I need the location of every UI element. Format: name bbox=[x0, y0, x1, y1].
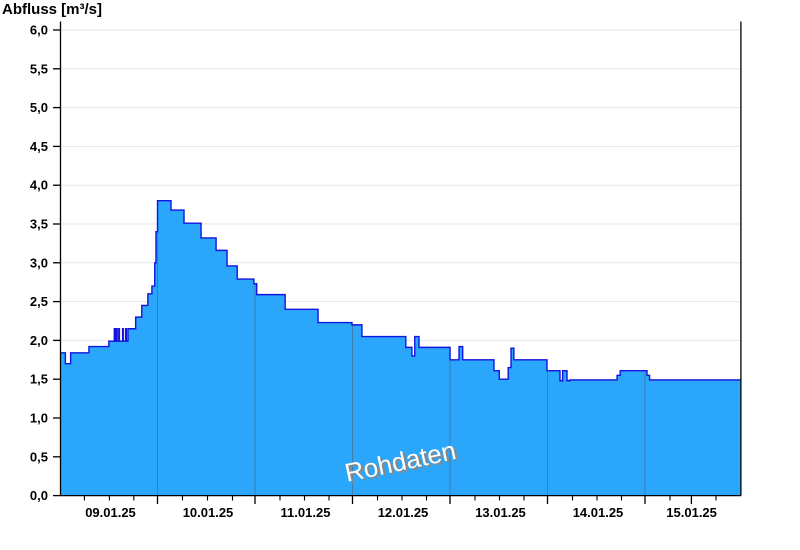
svg-text:09.01.25: 09.01.25 bbox=[85, 505, 136, 520]
svg-text:2,0: 2,0 bbox=[30, 333, 48, 348]
svg-text:1,0: 1,0 bbox=[30, 411, 48, 426]
svg-text:10.01.25: 10.01.25 bbox=[183, 505, 234, 520]
svg-text:5,0: 5,0 bbox=[30, 100, 48, 115]
svg-text:4,5: 4,5 bbox=[30, 139, 48, 154]
svg-text:13.01.25: 13.01.25 bbox=[475, 505, 526, 520]
svg-text:3,5: 3,5 bbox=[30, 217, 48, 232]
svg-text:2,5: 2,5 bbox=[30, 294, 48, 309]
svg-text:15.01.25: 15.01.25 bbox=[666, 505, 717, 520]
svg-text:11.01.25: 11.01.25 bbox=[281, 505, 331, 520]
svg-text:1,5: 1,5 bbox=[30, 372, 48, 387]
svg-text:Abfluss [m³/s]: Abfluss [m³/s] bbox=[2, 1, 102, 18]
svg-text:12.01.25: 12.01.25 bbox=[378, 505, 429, 520]
svg-text:4,0: 4,0 bbox=[30, 178, 48, 193]
svg-text:6,0: 6,0 bbox=[30, 23, 48, 38]
svg-text:0,0: 0,0 bbox=[30, 488, 48, 503]
svg-text:3,0: 3,0 bbox=[30, 255, 48, 270]
svg-text:14.01.25: 14.01.25 bbox=[573, 505, 624, 520]
svg-text:0,5: 0,5 bbox=[30, 449, 48, 464]
svg-text:5,5: 5,5 bbox=[30, 61, 48, 76]
